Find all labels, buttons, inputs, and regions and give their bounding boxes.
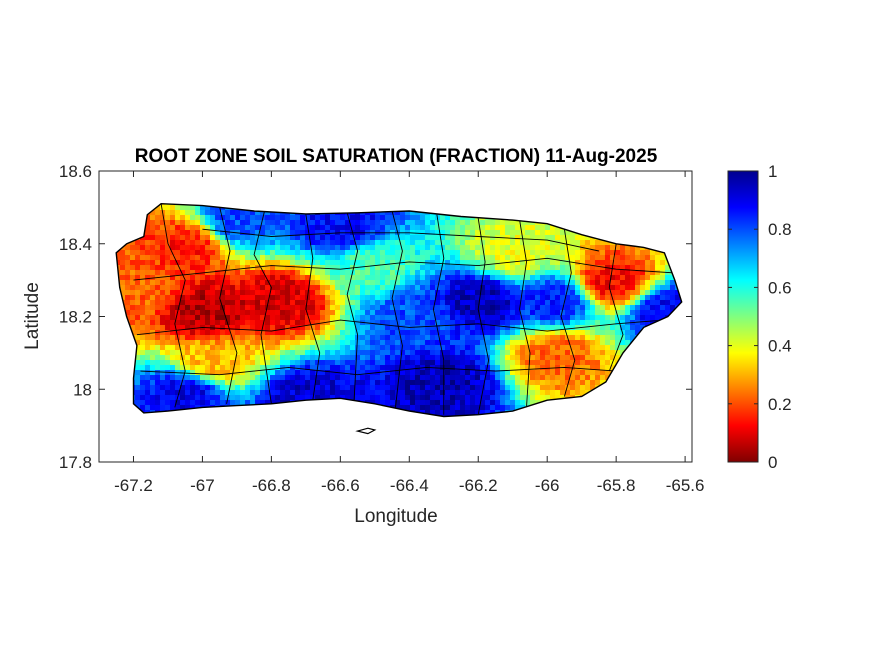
x-tick-label: -66 <box>535 476 560 495</box>
x-tick-label: -66.2 <box>459 476 498 495</box>
colorbar-tick-label: 0 <box>768 453 777 472</box>
colorbar-tick-label: 0.6 <box>768 278 792 297</box>
municipal-boundary-line <box>477 218 490 415</box>
x-tick-label: -66.4 <box>390 476 429 495</box>
x-tick-label: -67 <box>190 476 215 495</box>
colorbar-ticks: 0 0.2 0.4 0.6 0.8 1 <box>728 162 792 472</box>
x-tick-label: -65.8 <box>597 476 636 495</box>
x-tick-label: -65.6 <box>666 476 705 495</box>
x-axis-ticks: -67.2 -67 -66.8 -66.6 -66.4 -66.2 -66 -65.8 -65.… <box>114 171 704 495</box>
y-tick-label: 18.4 <box>59 235 92 254</box>
y-tick-label: 18.2 <box>59 308 92 327</box>
municipal-boundary-line <box>202 228 599 252</box>
y-tick-label: 18.6 <box>59 162 92 181</box>
municipal-boundary-line <box>160 203 186 408</box>
municipal-boundary-line <box>136 319 665 336</box>
municipal-boundaries <box>133 203 675 415</box>
municipal-boundary-line <box>305 214 321 401</box>
municipal-boundary-line <box>519 220 531 408</box>
coastline <box>115 202 683 418</box>
chart-title: ROOT ZONE SOIL SATURATION (FRACTION) 11-… <box>135 146 658 167</box>
caja-de-muertos-islet <box>355 427 377 435</box>
municipal-boundary-line <box>608 243 624 372</box>
colorbar-tick-label: 0.2 <box>768 395 792 414</box>
colorbar-tick-label: 1 <box>768 162 777 181</box>
municipal-boundary-line <box>432 214 445 415</box>
municipal-boundary-line <box>560 229 576 397</box>
x-axis-label: Longitude <box>354 506 437 527</box>
colorbar-tick-label: 0.4 <box>768 337 792 356</box>
municipal-boundary-line <box>219 207 238 404</box>
colorbar <box>727 170 759 463</box>
x-tick-label: -66.8 <box>252 476 291 495</box>
x-tick-label: -66.6 <box>321 476 360 495</box>
municipal-boundary-line <box>253 210 272 404</box>
y-axis-label: Latitude <box>22 282 43 350</box>
colorbar-tick-label: 0.8 <box>768 220 792 239</box>
municipal-boundary-line <box>140 366 617 376</box>
x-tick-label: -67.2 <box>114 476 153 495</box>
y-tick-label: 17.8 <box>59 453 92 472</box>
municipal-boundary-line <box>133 257 675 281</box>
municipal-boundary-line <box>346 212 359 401</box>
y-axis-ticks: 17.8 18 18.2 18.4 18.6 <box>59 162 692 472</box>
municipal-boundary-line <box>391 210 403 408</box>
y-tick-label: 18 <box>73 380 92 399</box>
